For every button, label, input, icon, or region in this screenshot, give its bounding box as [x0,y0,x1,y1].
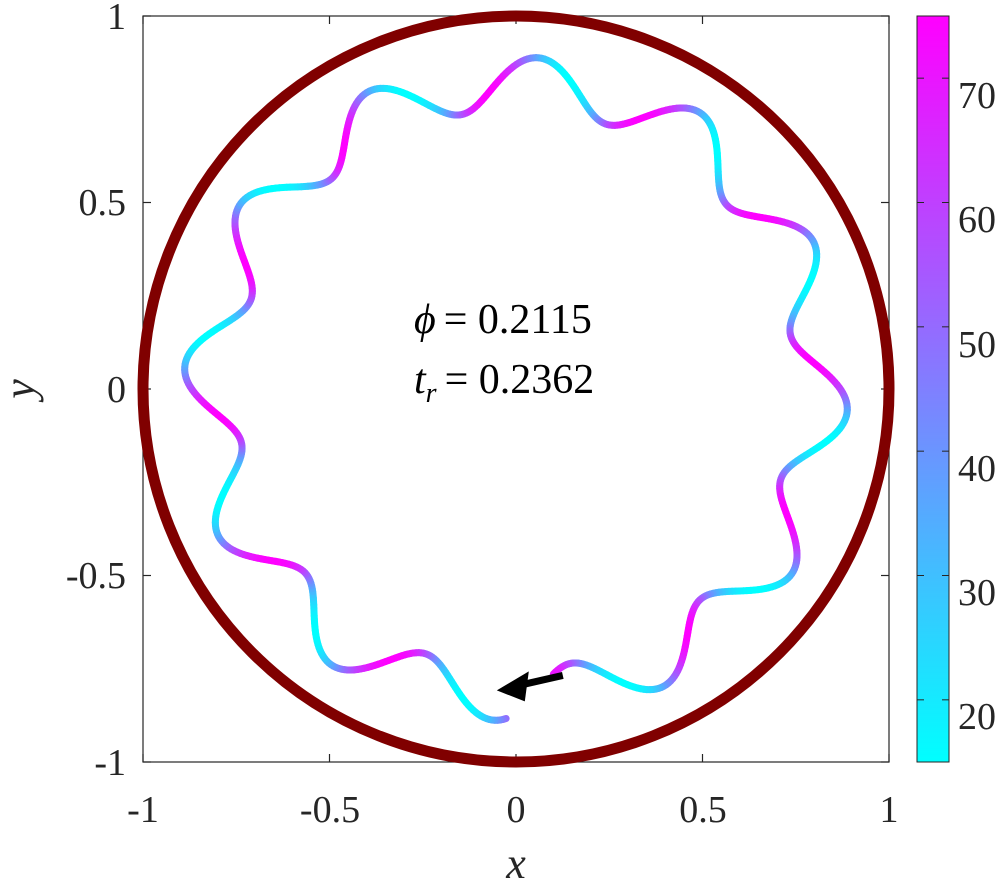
x-axis-label: x [505,839,526,888]
y-axis-label: y [0,379,44,403]
direction-arrow [496,671,564,702]
y-tick-label: 1 [107,0,126,38]
colorbar-ticks [917,77,949,701]
annotation-phi-symbol: ϕ [414,297,436,343]
x-tick-label: 0 [507,789,526,831]
plot-area [142,15,890,763]
x-tick-label: -0.5 [300,789,360,831]
annotation-tr-subscript: r [426,378,437,409]
arrow-head [496,671,529,702]
x-tick-label: -1 [127,789,159,831]
annotation-phi: ϕ = 0.2115 [414,297,592,343]
y-tick-label: -0.5 [66,555,126,597]
annotation-phi-value: = 0.2115 [444,297,592,343]
trajectory-series [181,54,851,724]
colorbar-tick-label: 30 [958,572,996,614]
colorbar-tick-label: 60 [958,199,996,241]
annotation-tr-value: = 0.2362 [445,357,595,403]
colorbar-tick-label: 50 [958,324,996,366]
axis-ticks [142,15,890,763]
colorbar-tick-label: 20 [958,696,996,738]
colorbar [916,15,950,763]
annotation-tr-symbol: t [414,357,427,403]
x-tick-label: 1 [880,789,899,831]
colorbar-tick-label: 70 [958,75,996,117]
colorbar-tick-label: 40 [958,448,996,490]
y-tick-label: 0 [107,369,126,411]
x-tick-label: 0.5 [679,789,727,831]
boundary-circle [137,10,895,768]
trajectory-segment [549,668,559,678]
y-tick-label: 0.5 [79,182,127,224]
y-tick-label: -1 [94,742,126,784]
annotation-tr: tr = 0.2362 [414,357,594,409]
